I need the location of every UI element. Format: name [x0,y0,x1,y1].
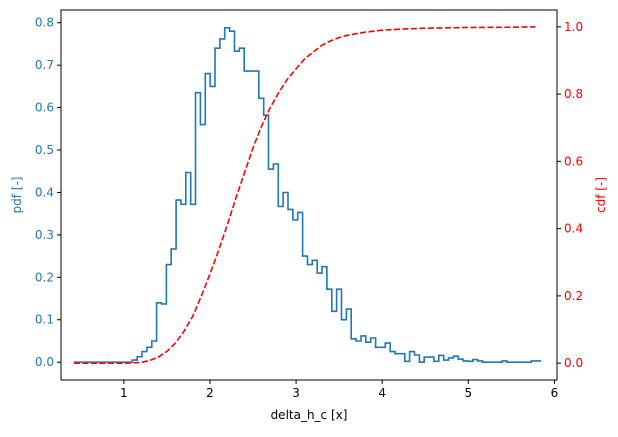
y-left-tick-label: 0.8 [35,16,54,30]
axes-frame [60,9,558,381]
y-left-tick-label: 0.1 [35,313,54,327]
y-right-tick-label: 0.0 [564,356,583,370]
x-tick-label: 4 [378,386,386,400]
y-left-tick-label: 0.6 [35,101,54,115]
plot-area [73,26,541,365]
y-left-tick-label: 0.4 [35,185,54,199]
y-left-tick-label: 0.2 [35,270,54,284]
y-axis-right: 0.0 0.2 0.4 0.6 0.8 1.0 [557,20,583,370]
y-left-tick-label: 0.3 [35,228,54,242]
y-right-tick-label: 0.4 [564,222,583,236]
pdf-step-line [73,27,541,363]
y-right-tick-label: 0.2 [564,289,583,303]
y-left-tick-label: 0.5 [35,143,54,157]
x-axis-label: delta_h_c [x] [271,408,348,422]
y-axis-right-label: cdf [-] [594,177,608,213]
y-axis-left: 0.0 0.1 0.2 0.3 0.4 0.5 0.6 0.7 0.8 [35,16,61,369]
x-axis: 1 2 3 4 5 6 [120,380,558,400]
cdf-dashed-line [73,26,536,365]
x-tick-label: 1 [120,386,128,400]
y-left-tick-label: 0.7 [35,58,54,72]
y-axis-left-label: pdf [-] [10,177,24,214]
y-left-tick-label: 0.0 [35,355,54,369]
y-right-tick-label: 0.8 [564,87,583,101]
x-tick-label: 5 [464,386,472,400]
y-right-tick-label: 0.6 [564,154,583,168]
x-tick-label: 6 [551,386,559,400]
x-tick-label: 2 [206,386,214,400]
y-right-tick-label: 1.0 [564,20,583,34]
x-tick-label: 3 [292,386,300,400]
